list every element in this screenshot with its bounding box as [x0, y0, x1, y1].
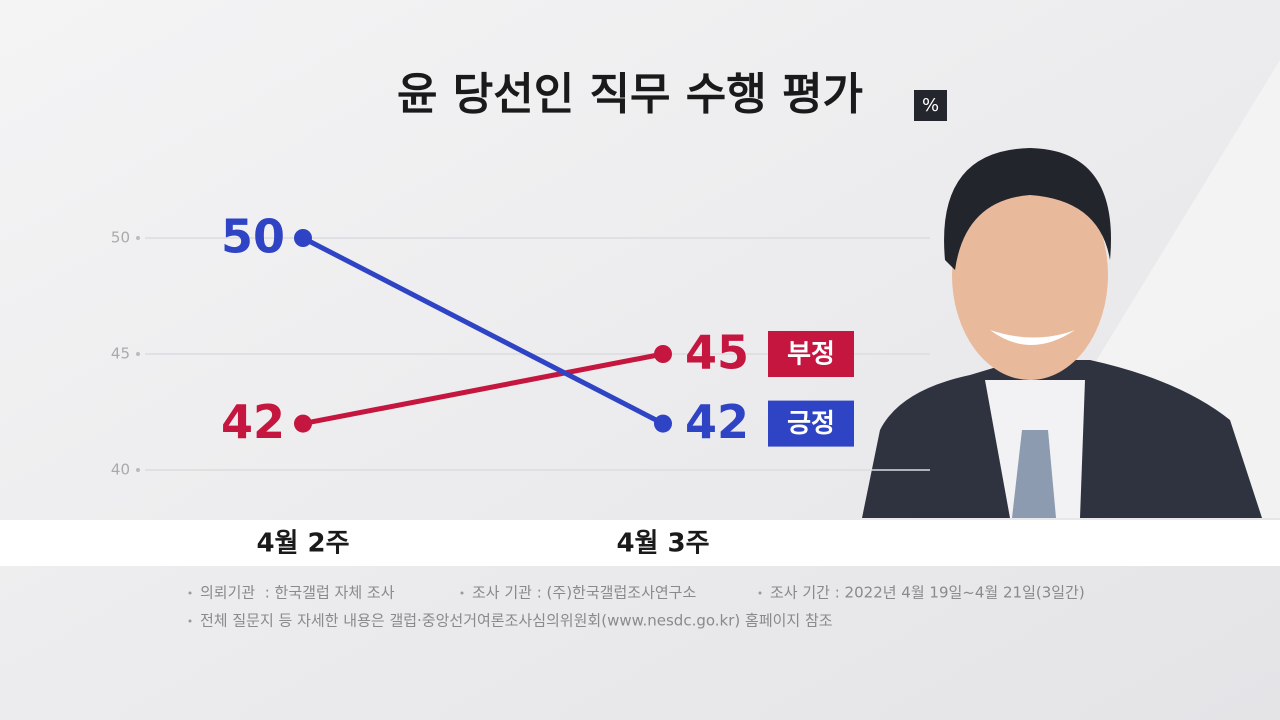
value-label: 42 [221, 395, 285, 449]
category-band [0, 520, 1280, 566]
unit-box [914, 90, 947, 121]
portrait [862, 148, 1262, 518]
legend-box [768, 400, 854, 447]
value-label: 50 [221, 210, 285, 264]
chart-title: 윤 당선인 직무 수행 평가 [397, 69, 863, 120]
point [654, 414, 672, 433]
y-tick-mark [136, 236, 140, 240]
legend-label: 부정 [787, 340, 835, 370]
y-tick-mark [136, 468, 140, 472]
note-bullet [188, 591, 192, 595]
footnote: 전체 질문지 등 자세한 내용은 갤럽·중앙선거여론조사심의위원회(www.ne… [200, 612, 833, 630]
y-tick-label: 50 [111, 229, 130, 247]
x-tick-label: 4월 3주 [616, 529, 709, 559]
point [294, 229, 312, 247]
value-label: 45 [685, 326, 749, 380]
footnote: 조사 기관 : (주)한국갤럽조사연구소 [472, 584, 696, 602]
legend-label: 긍정 [787, 409, 835, 439]
y-tick-mark [136, 352, 140, 356]
point [654, 345, 672, 363]
note-bullet [460, 591, 464, 595]
series-line [302, 351, 664, 427]
y-tick-label: 45 [111, 345, 130, 363]
value-label: 42 [685, 395, 749, 449]
note-bullet [758, 591, 762, 595]
y-tick-label: 40 [111, 461, 130, 479]
point [294, 414, 312, 433]
note-bullet [188, 619, 192, 623]
unit-label: % [922, 95, 939, 116]
footnote: 조사 기간 : 2022년 4월 19일~4월 21일(3일간) [770, 584, 1085, 602]
legend-box [768, 331, 854, 377]
footnote: 의뢰기관 : 한국갤럽 자체 조사 [200, 584, 395, 602]
x-tick-label: 4월 2주 [256, 529, 349, 559]
series-line [301, 235, 665, 426]
